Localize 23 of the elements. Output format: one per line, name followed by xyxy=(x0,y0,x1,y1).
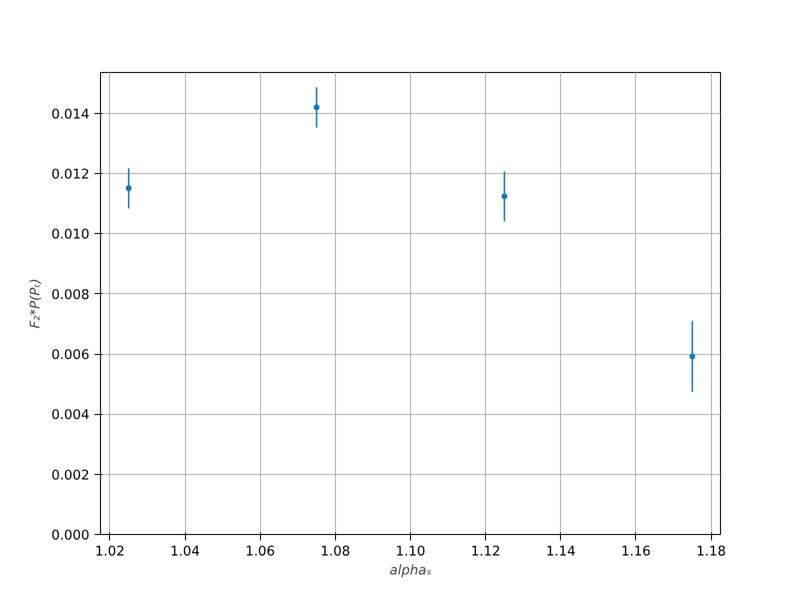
point xyxy=(689,353,696,360)
y-tick-label: 0.004 xyxy=(51,408,90,424)
y-tick-label: 0.000 xyxy=(51,528,90,544)
x-tick-label: 1.10 xyxy=(396,544,426,560)
y-axis-title: F₂*P(Pₜ) xyxy=(28,278,44,329)
x-tick-label: 1.02 xyxy=(95,544,125,560)
x-tick-label: 1.12 xyxy=(470,544,500,560)
y-tick-label: 0.006 xyxy=(51,348,90,364)
y-tick-label: 0.010 xyxy=(51,228,90,243)
point xyxy=(314,104,320,110)
x-tick-label: 1.04 xyxy=(170,544,200,560)
point xyxy=(126,185,132,192)
point xyxy=(501,193,508,200)
x-axis-title: alphaₛ xyxy=(390,564,432,578)
x-tick-label: 1.08 xyxy=(320,544,350,560)
x-tick-label: 1.18 xyxy=(696,544,726,560)
x-tick-label: 1.06 xyxy=(245,544,276,560)
y-tick-label: 0.012 xyxy=(51,168,90,183)
x-tick-label: 1.14 xyxy=(546,544,576,560)
y-tick-label: 0.002 xyxy=(51,468,90,484)
y-tick-label: 0.008 xyxy=(51,288,90,303)
x-tick-label: 1.16 xyxy=(621,544,651,560)
y-tick-label: 0.014 xyxy=(51,107,90,122)
